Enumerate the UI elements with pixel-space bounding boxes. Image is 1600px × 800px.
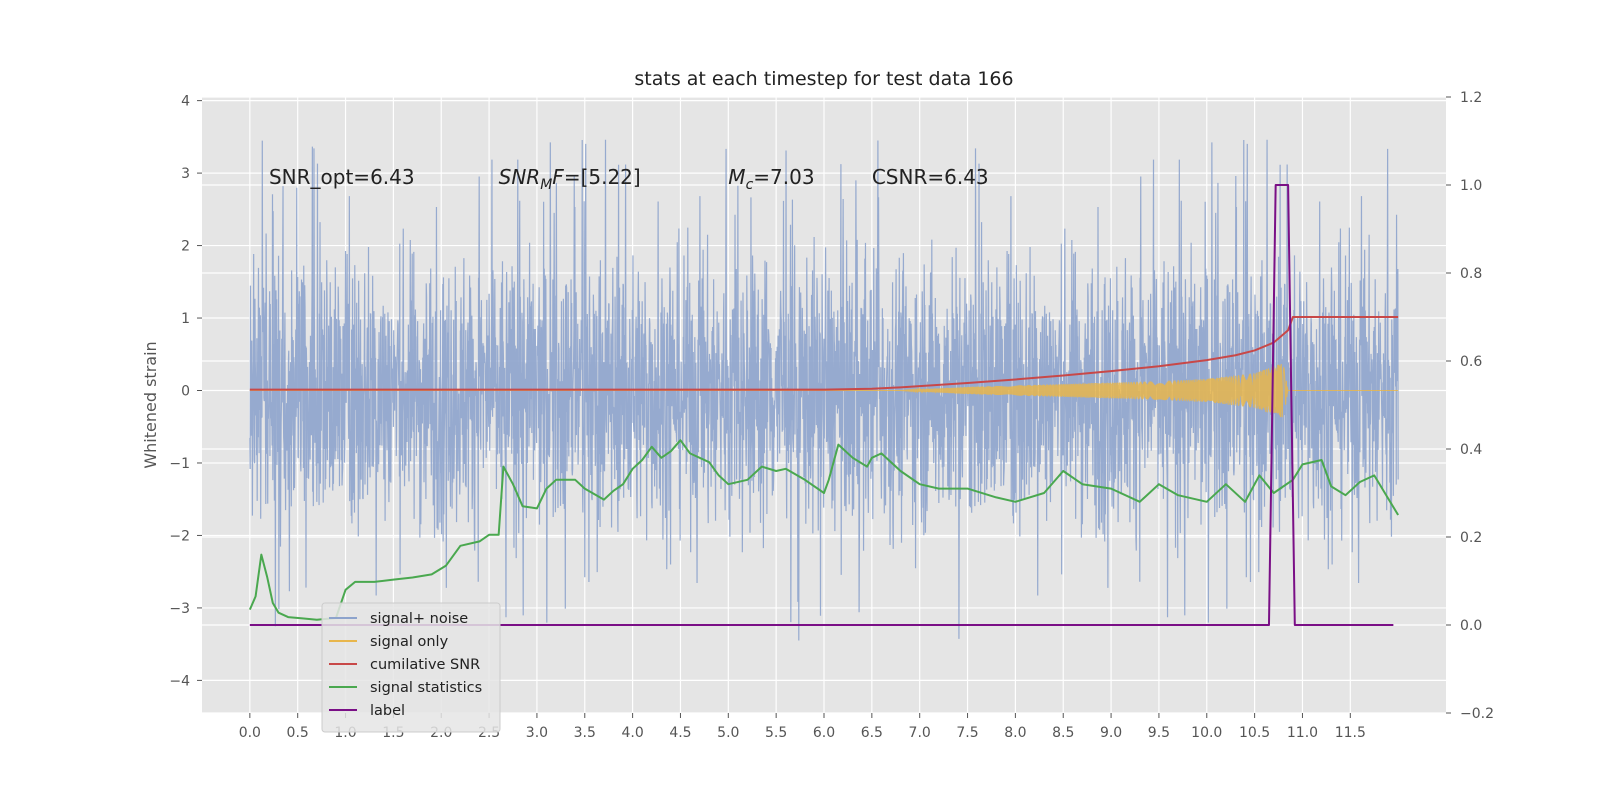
y-tick-label: −1 [169,456,190,472]
legend-entry: signal only [370,634,449,650]
x-tick-label: 11.0 [1287,725,1318,741]
y-right-tick-label: 0.2 [1460,530,1482,546]
x-tick-label: 4.0 [621,725,643,741]
x-tick-label: 3.0 [526,725,548,741]
x-tick-label: 9.5 [1148,725,1170,741]
chart-title: stats at each timestep for test data 166 [634,68,1013,90]
series-label [249,184,1394,626]
y-right-tick-label: 0.8 [1460,266,1482,282]
legend-entry: signal statistics [370,680,482,696]
x-tick-label: 6.0 [813,725,835,741]
y-tick-label: −3 [169,601,190,617]
y-tick-label: 4 [181,94,190,110]
annotation-snr-mf: SNRMF=[5.22] [499,165,641,193]
x-tick-label: 11.5 [1335,725,1366,741]
x-tick-label: 6.5 [861,725,883,741]
axes: 0.0 0.5 1.0 1.5 2.0 2.5 3.0 3.5 4.0 4.5 5.0 5.5 6.0 6… [169,90,1494,741]
annotation-mc: Mc=7.03 [728,165,814,193]
legend-entry: signal+ noise [370,611,468,627]
y-tick-label: 2 [181,239,190,255]
series-signal-noise [249,139,1399,641]
legend: signal+ noise signal only cumilative SNR si… [321,602,501,733]
y-tick-label: −2 [169,528,190,544]
x-tick-label: 10.5 [1239,725,1270,741]
y-tick-label: 0 [181,384,190,400]
legend-entry: label [370,703,405,719]
x-tick-label: 3.5 [574,725,596,741]
annotation-snr-opt: SNR_opt=6.43 [269,165,415,189]
x-tick-label: 7.0 [909,725,931,741]
signal-noise-series [249,139,1399,641]
x-tick-label: 8.5 [1052,725,1074,741]
x-tick-label: 0.5 [287,725,309,741]
x-tick-label: 5.5 [765,725,787,741]
legend-box [321,602,501,733]
y-right-tick-label: −0.2 [1460,706,1494,722]
right-axis-series [248,184,1400,626]
x-tick-label: 7.5 [956,725,978,741]
x-tick-label: 9.0 [1100,725,1122,741]
annotation-csnr: CSNR=6.43 [872,165,989,189]
y-right-tick-label: 1.2 [1460,90,1482,106]
y-axis-label: Whitened strain [141,341,160,468]
y-right-tick-label: 0.6 [1460,354,1482,370]
y-right-tick-label: 0.4 [1460,442,1482,458]
y-tick-label: 1 [181,311,190,327]
x-tick-label: 10.0 [1191,725,1222,741]
x-tick-label: 8.0 [1004,725,1026,741]
y-tick-label: 3 [181,166,190,182]
y-right-tick-label: 0.0 [1460,618,1482,634]
annotations: SNR_opt=6.43 SNRMF=[5.22] Mc=7.03 CSNR=6.43 [269,165,989,193]
x-tick-label: 4.5 [669,725,691,741]
y-tick-label: −4 [169,673,190,689]
x-tick-label: 5.0 [717,725,739,741]
y-right-tick-label: 1.0 [1460,178,1482,194]
series-signal-statistics [248,439,1400,621]
legend-entry: cumilative SNR [370,657,480,673]
series-cumilative-snr [249,316,1399,391]
x-tick-label: 0.0 [239,725,261,741]
